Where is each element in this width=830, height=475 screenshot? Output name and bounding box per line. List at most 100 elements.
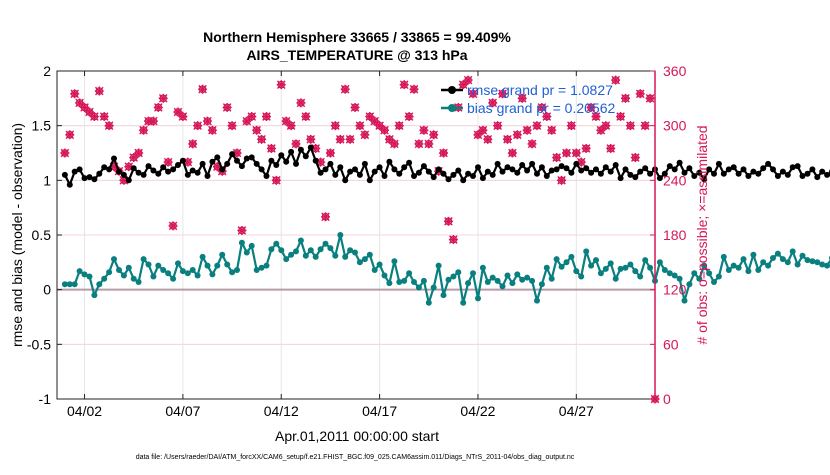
bias-point — [160, 267, 167, 273]
obs-assimilated-point — [148, 116, 158, 126]
rmse-point — [165, 168, 172, 175]
bias-point — [278, 247, 285, 254]
rmse-point — [445, 176, 452, 183]
bias-point — [347, 247, 354, 254]
bias-point — [637, 273, 644, 280]
rmse-point — [263, 173, 270, 179]
bias-point — [804, 257, 811, 264]
obs-assimilated-point — [252, 125, 262, 135]
y-left-tick-label: 0.5 — [32, 227, 52, 243]
obs-assimilated-point — [616, 112, 626, 122]
bias-point — [671, 272, 678, 279]
rmse-point — [573, 160, 580, 167]
obs-assimilated-point — [360, 130, 370, 140]
rmse-point — [101, 164, 108, 171]
obs-assimilated-point — [70, 89, 80, 99]
bias-point — [302, 252, 309, 259]
rmse-point — [219, 166, 226, 173]
bias-point — [120, 272, 127, 279]
rmse-point — [175, 162, 181, 168]
rmse-series — [61, 144, 830, 188]
bias-point — [720, 253, 727, 260]
bias-point — [632, 268, 639, 275]
bias-point — [460, 299, 467, 306]
legend-bias-marker — [448, 104, 456, 112]
rmse-point — [524, 167, 531, 174]
rmse-point — [691, 173, 698, 179]
bias-point — [509, 280, 516, 287]
obs-assimilated-point — [306, 134, 316, 144]
bias-point — [647, 264, 654, 271]
bias-point — [150, 273, 157, 280]
obs-assimilated-point — [212, 162, 222, 172]
rmse-point — [588, 169, 595, 176]
rmse-point — [273, 162, 280, 168]
rmse-point — [627, 171, 634, 178]
rmse-point — [799, 173, 806, 179]
rmse-point — [293, 160, 299, 167]
rmse-point — [563, 165, 570, 172]
rmse-point — [116, 168, 122, 175]
rmse-point — [253, 160, 260, 167]
rmse-point — [120, 171, 127, 178]
obs-assimilated-point — [60, 148, 70, 158]
obs-assimilated-point — [424, 139, 434, 149]
bias-point — [229, 269, 236, 276]
obs-assimilated-point — [414, 139, 424, 149]
rmse-point — [534, 170, 540, 177]
rmse-point — [86, 174, 93, 181]
rmse-line — [63, 146, 830, 186]
rmse-point — [140, 171, 147, 178]
rmse-point — [356, 171, 363, 178]
rmse-point — [288, 148, 295, 155]
obs-assimilated-point — [104, 121, 114, 131]
obs-assimilated-point — [119, 175, 129, 185]
x-axis-label: Apr.01,2011 00:00:00 start — [275, 428, 439, 444]
obs-assimilated-point — [527, 139, 537, 149]
bias-line — [64, 233, 830, 304]
bias-point — [455, 269, 462, 276]
obs-assimilated-point — [321, 212, 331, 222]
rmse-point — [371, 168, 378, 175]
rmse-point — [661, 170, 668, 177]
obs-assimilated-point — [198, 84, 208, 94]
legend-rmse-marker — [448, 86, 456, 94]
rmse-point — [583, 165, 590, 172]
rmse-point — [745, 173, 752, 179]
rmse-point — [430, 174, 437, 181]
obs-assimilated-point — [547, 125, 557, 135]
bias-point — [681, 297, 688, 304]
bias-point — [243, 249, 250, 256]
bias-point — [420, 277, 427, 284]
obs-assimilated-point — [139, 125, 149, 135]
rmse-point — [514, 169, 521, 176]
rmse-point — [671, 166, 678, 173]
bias-point — [258, 264, 265, 271]
bias-point — [96, 281, 103, 288]
bias-point — [401, 277, 408, 284]
obs-assimilated-point — [232, 148, 242, 158]
bias-point — [524, 274, 531, 281]
obs-assimilated-point — [566, 121, 576, 131]
rmse-point — [455, 167, 462, 174]
rmse-point — [361, 160, 368, 167]
y-left-tick-label: -0.5 — [27, 336, 51, 352]
y-left-tick-label: 0 — [43, 282, 51, 298]
bias-point — [602, 265, 609, 272]
bias-point — [445, 276, 452, 283]
obs-count-series — [60, 75, 660, 404]
bias-point — [386, 280, 393, 287]
obs-assimilated-point — [517, 93, 527, 103]
rmse-point — [484, 168, 491, 175]
bias-point — [376, 261, 383, 268]
bias-point — [799, 252, 806, 259]
bias-point — [248, 242, 255, 249]
bias-point — [475, 295, 481, 302]
obs-assimilated-point — [522, 125, 532, 135]
obs-assimilated-point — [330, 121, 340, 131]
rmse-point — [150, 167, 157, 174]
obs-assimilated-point — [276, 80, 286, 90]
obs-assimilated-point — [207, 125, 217, 135]
rmse-point — [548, 167, 555, 174]
